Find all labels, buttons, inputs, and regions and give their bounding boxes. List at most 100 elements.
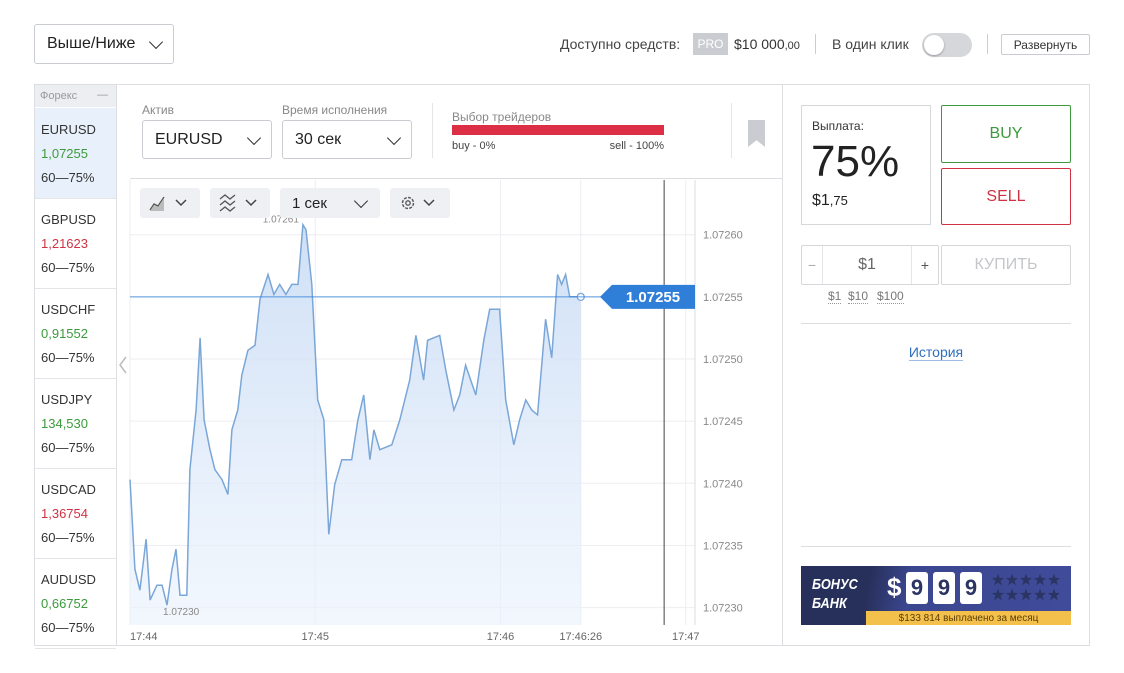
sidebar-header: Форекс —: [35, 85, 116, 107]
purchase-button[interactable]: КУПИТЬ: [941, 245, 1071, 285]
chart-type-button[interactable]: [140, 188, 200, 218]
sidebar-border: [116, 85, 117, 645]
y-tick-label: 1.07250: [703, 354, 743, 366]
asset-payout-range: 60—75%: [41, 170, 95, 185]
bonus-digit: 9: [933, 572, 955, 604]
amount-preset[interactable]: $100: [877, 289, 904, 304]
price-line: [129, 222, 581, 606]
y-tick-label: 1.07235: [703, 540, 743, 552]
extreme-label: 1.07261: [263, 215, 300, 226]
amount-preset[interactable]: $1: [828, 289, 842, 304]
asset-payout-range: 60—75%: [41, 440, 95, 455]
price-area: [130, 224, 581, 625]
stars: [991, 573, 1061, 601]
star: [991, 588, 1005, 601]
separator: [731, 103, 732, 158]
asset-price: 0,66752: [41, 596, 88, 611]
asset-item[interactable]: USDCAD 1,36754 60—75%: [35, 468, 116, 559]
history-link[interactable]: История: [908, 344, 964, 361]
bonus-currency: $: [887, 572, 902, 602]
one-click-label: В один клик: [832, 36, 909, 52]
asset-price: 134,530: [41, 416, 88, 431]
asset-text: EURUSD: [155, 130, 223, 148]
amount-preset[interactable]: $10: [848, 289, 869, 304]
profit-cents: ,75: [829, 193, 848, 208]
bonus-line: БОНУС: [812, 576, 858, 593]
time-text: 30 сек: [295, 130, 342, 148]
asset-item[interactable]: EURUSD 1,07255 60—75%: [35, 108, 116, 199]
sell-segment: [452, 125, 664, 135]
balance: $10 000,00: [734, 36, 800, 52]
star: [1019, 588, 1033, 601]
expand-button[interactable]: Развернуть: [1001, 34, 1090, 55]
history-area: История: [801, 344, 1071, 361]
settings-button[interactable]: [390, 188, 450, 218]
frame: [34, 84, 1090, 646]
balance-cents: ,00: [784, 40, 800, 52]
controls-border: [130, 178, 782, 179]
sell-share: sell - 100%: [609, 140, 664, 152]
asset-payout-range: 60—75%: [41, 530, 95, 545]
divider: [801, 546, 1071, 547]
payout-value: 75%: [811, 137, 900, 186]
star: [1033, 588, 1047, 601]
plus-button[interactable]: +: [911, 246, 938, 284]
mode-select[interactable]: Выше/Ниже: [34, 24, 174, 64]
payout-box: Выплата: 75% $1,75: [801, 105, 931, 225]
asset-price: 1,21623: [41, 236, 88, 251]
asset-payout-range: 60—75%: [41, 260, 95, 275]
bonus-footer: $133 814 выплачено за месяц: [866, 611, 1071, 625]
panel-border: [782, 85, 783, 645]
minus-button[interactable]: −: [802, 246, 823, 284]
sidebar-collapse[interactable]: —: [97, 89, 108, 101]
asset-item[interactable]: GBPUSD 1,21623 60—75%: [35, 198, 116, 289]
interval-button[interactable]: 1 сек: [280, 188, 380, 218]
asset-item[interactable]: USDCHF 0,91552 60—75%: [35, 288, 116, 379]
x-tick-label: 17:45: [301, 631, 329, 643]
separator: [987, 34, 988, 54]
buy-share: buy - 0%: [452, 140, 496, 152]
asset-name: GBPUSD: [41, 212, 96, 227]
asset-select[interactable]: EURUSD: [142, 120, 272, 159]
indicators-button[interactable]: [210, 188, 270, 218]
funds-label: Доступно средств:: [560, 36, 681, 52]
star: [991, 573, 1005, 586]
star: [1033, 573, 1047, 586]
toggle-knob: [924, 35, 944, 55]
x-tick-label: 17:47: [672, 631, 700, 643]
time-select[interactable]: 30 сек: [282, 120, 412, 159]
time-label: Время исполнения: [282, 103, 388, 117]
asset-name: USDCHF: [41, 302, 96, 317]
one-click-toggle[interactable]: [922, 33, 972, 57]
star: [1047, 573, 1061, 586]
asset-payout-range: 60—75%: [41, 620, 95, 635]
buy-button[interactable]: BUY: [941, 105, 1071, 163]
bonus-digit: 9: [906, 572, 928, 604]
asset-item[interactable]: USDJPY 134,530 60—75%: [35, 378, 116, 469]
asset-label: Актив: [142, 103, 174, 117]
x-tick-label: 17:44: [130, 631, 158, 643]
y-tick-label: 1.07230: [703, 603, 743, 615]
bookmark-icon[interactable]: [748, 120, 765, 147]
mode-text: Выше/Ниже: [47, 35, 136, 52]
x-tick-label: 17:46:26: [559, 631, 602, 643]
amount-input[interactable]: $1: [858, 256, 876, 273]
asset-item[interactable]: AUDUSD 0,66752 60—75%: [35, 558, 116, 649]
sell-button[interactable]: SELL: [941, 168, 1071, 225]
interval-text: 1 сек: [292, 194, 327, 212]
asset-name: AUDUSD: [41, 572, 96, 587]
y-tick-label: 1.07240: [703, 478, 743, 490]
star: [1005, 588, 1019, 601]
payout-label: Выплата:: [812, 119, 864, 133]
bonus-line: БАНК: [812, 595, 847, 612]
asset-price: 1,07255: [41, 146, 88, 161]
sidebar-title: Форекс: [40, 90, 78, 102]
collapse-arrow[interactable]: [117, 355, 129, 375]
balance-amount: $10 000: [734, 36, 785, 52]
bonus-digit: 9: [960, 572, 982, 604]
star: [1047, 588, 1061, 601]
extreme-label: 1.07230: [163, 607, 200, 618]
